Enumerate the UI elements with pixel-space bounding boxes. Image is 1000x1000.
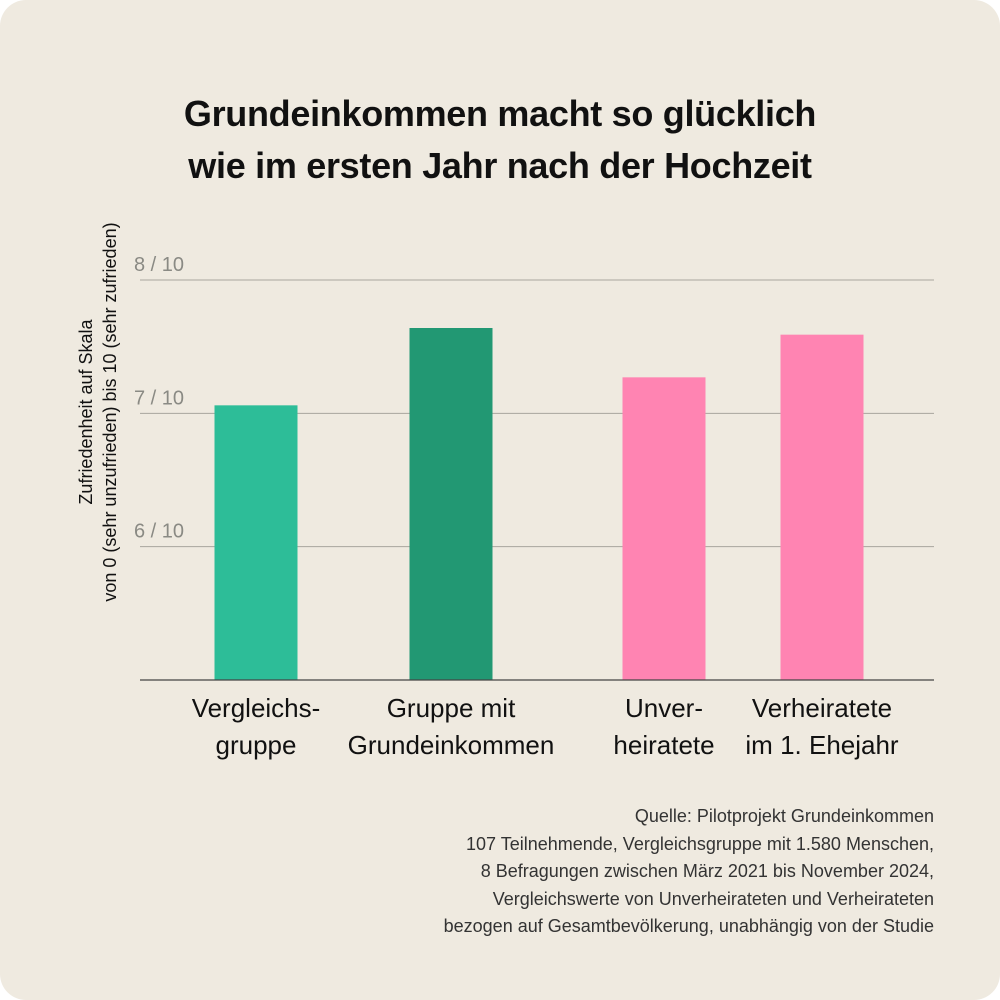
x-tick-label: heiratete (613, 730, 714, 760)
x-tick-label: im 1. Ehejahr (745, 730, 899, 760)
y-tick-label: 7 / 10 (134, 387, 184, 409)
x-tick-label: gruppe (216, 730, 297, 760)
source-note: Quelle: Pilotprojekt Grundeinkommen 107 … (444, 803, 934, 941)
source-line: 107 Teilnehmende, Vergleichsgruppe mit 1… (466, 833, 934, 854)
x-tick-label: Unver- (625, 693, 703, 723)
source-line: bezogen auf Gesamtbevölkerung, unabhängi… (443, 916, 934, 936)
bar (780, 334, 864, 680)
x-tick-label: Grundeinkommen (348, 730, 555, 760)
chart-title: Grundeinkommen macht so glücklich wie im… (0, 88, 1000, 192)
y-tick-label: 6 / 10 (134, 521, 184, 543)
x-tick-label: Vergleichs- (192, 693, 321, 723)
source-line: 8 Befragungen zwischen März 2021 bis Nov… (480, 861, 934, 881)
chart-title-line-2: wie im ersten Jahr nach der Hochzeit (188, 145, 812, 186)
source-line: Quelle: Pilotprojekt Grundeinkommen (634, 806, 934, 826)
x-tick-label: Verheiratete (752, 693, 892, 723)
bar (214, 405, 298, 680)
y-tick-label: 8 / 10 (134, 254, 184, 276)
chart-title-line-1: Grundeinkommen macht so glücklich (183, 93, 817, 134)
bar (622, 377, 706, 680)
source-line: Vergleichswerte von Unverheirateten und … (492, 888, 934, 909)
bar (409, 328, 493, 680)
x-tick-label: Gruppe mit (387, 693, 516, 723)
